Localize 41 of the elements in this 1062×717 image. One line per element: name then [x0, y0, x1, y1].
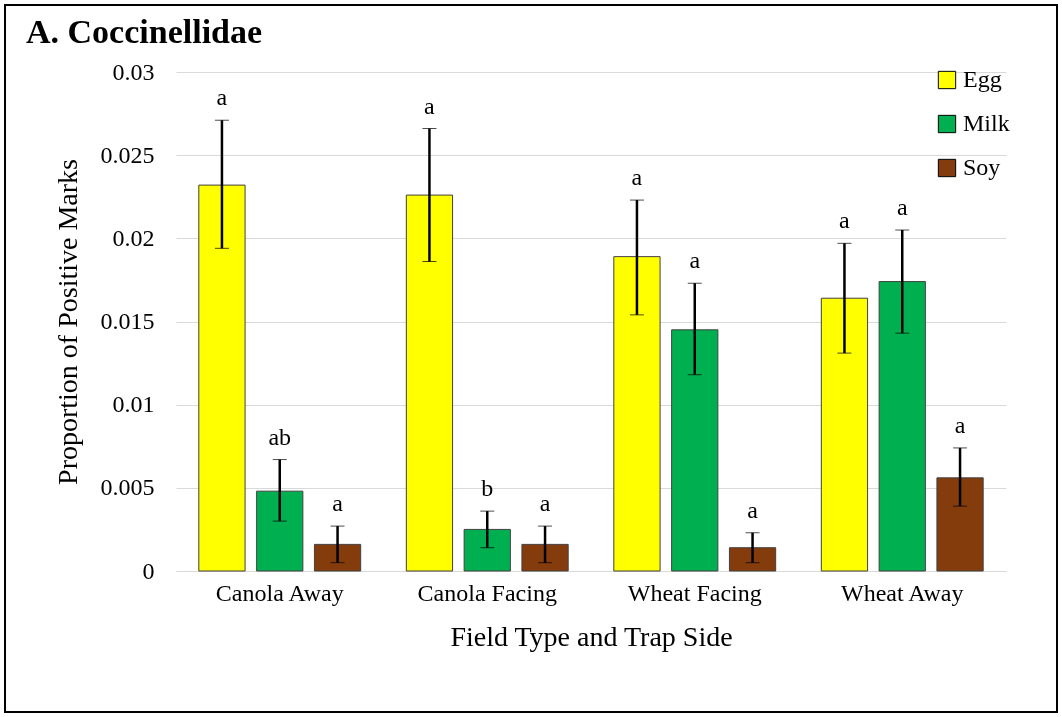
bar [463, 528, 511, 572]
x-tick-label: Canola Away [215, 579, 344, 606]
x-axis-title: Field Type and Trap Side [450, 620, 733, 652]
data-label: a [631, 164, 643, 191]
data-label: a [954, 411, 966, 438]
y-tick-label: 0 [142, 557, 155, 584]
x-tick-label: Canola Facing [417, 579, 557, 606]
y-tick-label: 0.015 [100, 308, 155, 334]
legend-label: Egg [963, 66, 1002, 92]
data-label: a [689, 247, 701, 274]
bar [313, 543, 362, 572]
bar [521, 543, 569, 572]
bar [405, 194, 454, 572]
bar [936, 477, 984, 572]
y-tick-label: 0.02 [112, 224, 155, 251]
bar [613, 256, 661, 572]
x-tick-label: Wheat Away [841, 579, 964, 606]
data-label: a [539, 490, 551, 517]
data-label: ab [268, 423, 292, 450]
chart-title: A. Coccinellidae [26, 13, 263, 50]
bar [728, 547, 777, 572]
y-axis-title: Proportion of Positive Marks [51, 159, 83, 485]
bar [820, 297, 869, 572]
bar [198, 184, 246, 572]
y-tick-label: 0.025 [100, 141, 155, 168]
legend-label: Milk [963, 110, 1010, 136]
bar [671, 329, 719, 572]
y-tick-label: 0.01 [112, 391, 155, 418]
x-tick-label: Wheat Facing [627, 579, 762, 606]
data-label: a [896, 194, 908, 221]
data-label: a [332, 490, 344, 517]
data-label: a [216, 84, 228, 111]
data-label: a [424, 92, 436, 119]
data-label: b [481, 475, 494, 502]
legend-label: Soy [963, 154, 1001, 180]
y-tick-label: 0.005 [100, 474, 155, 501]
data-label: a [839, 207, 851, 234]
bar [256, 490, 304, 572]
data-label: a [747, 496, 759, 523]
bar [878, 281, 926, 572]
y-tick-label: 0.03 [112, 58, 155, 85]
